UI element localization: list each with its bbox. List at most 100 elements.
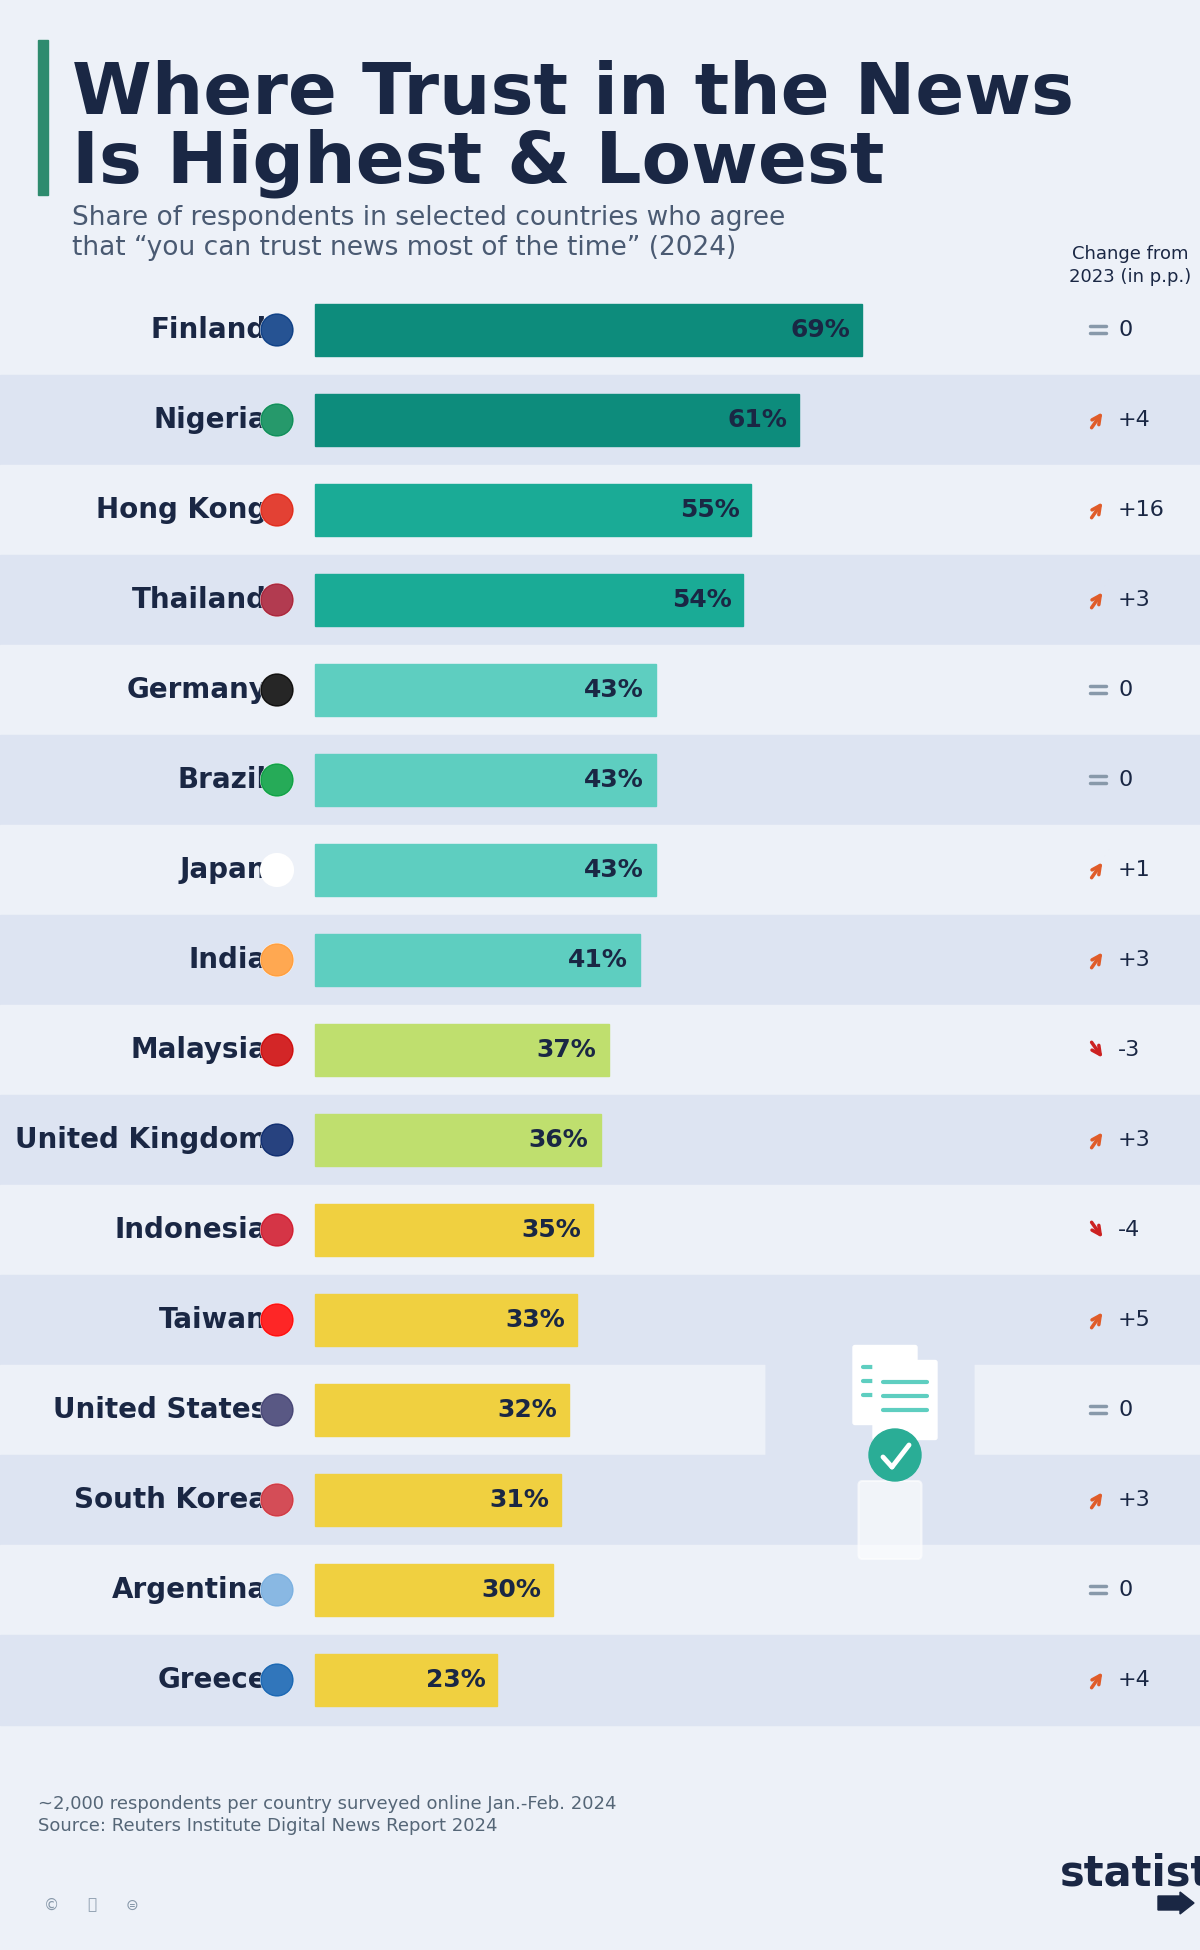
Text: Indonesia: Indonesia	[114, 1217, 266, 1244]
Bar	[314, 304, 863, 357]
Circle shape	[262, 1215, 293, 1246]
Circle shape	[262, 1484, 293, 1515]
Text: Germany: Germany	[126, 677, 266, 704]
Text: 43%: 43%	[584, 768, 644, 792]
Bar	[314, 394, 799, 447]
Text: +3: +3	[1118, 1129, 1151, 1150]
Text: 23%: 23%	[426, 1667, 486, 1693]
Text: Taiwan: Taiwan	[160, 1306, 266, 1334]
Text: +1: +1	[1118, 860, 1151, 879]
Text: 54%: 54%	[672, 589, 732, 612]
Text: ⊜: ⊜	[126, 1897, 138, 1913]
Text: +3: +3	[1118, 1490, 1151, 1509]
Text: ©: ©	[44, 1897, 60, 1913]
Bar	[38, 41, 48, 195]
Text: 36%: 36%	[529, 1127, 588, 1152]
Circle shape	[262, 404, 293, 437]
Bar	[0, 825, 1200, 915]
Bar	[314, 1474, 560, 1527]
Text: Argentina: Argentina	[112, 1576, 266, 1605]
Circle shape	[262, 1484, 293, 1515]
Text: 0: 0	[1118, 1580, 1133, 1601]
Text: 33%: 33%	[505, 1308, 565, 1332]
Circle shape	[262, 583, 293, 616]
Bar	[314, 1113, 600, 1166]
Text: Malaysia: Malaysia	[130, 1035, 266, 1065]
Bar	[0, 1186, 1200, 1275]
Circle shape	[262, 1574, 293, 1607]
Text: -4: -4	[1118, 1221, 1140, 1240]
Text: 32%: 32%	[497, 1398, 557, 1422]
Text: Thailand: Thailand	[132, 587, 266, 614]
Bar	[314, 1024, 608, 1076]
Text: Change from
2023 (in p.p.): Change from 2023 (in p.p.)	[1069, 246, 1192, 287]
Text: 0: 0	[1118, 1400, 1133, 1420]
Circle shape	[262, 854, 293, 885]
FancyBboxPatch shape	[858, 1480, 922, 1558]
Circle shape	[262, 1215, 293, 1246]
Bar	[314, 1384, 569, 1435]
Text: United States: United States	[53, 1396, 266, 1424]
Bar	[314, 573, 744, 626]
Text: -3: -3	[1118, 1039, 1140, 1061]
Bar	[0, 1634, 1200, 1726]
Text: Is Highest & Lowest: Is Highest & Lowest	[72, 129, 884, 197]
Text: Nigeria: Nigeria	[154, 406, 266, 435]
Text: 30%: 30%	[481, 1578, 541, 1603]
Circle shape	[262, 1394, 293, 1425]
Text: that “you can trust news most of the time” (2024): that “you can trust news most of the tim…	[72, 236, 737, 261]
Text: +3: +3	[1118, 950, 1151, 969]
Circle shape	[262, 854, 293, 885]
Bar	[0, 915, 1200, 1004]
Circle shape	[262, 314, 293, 345]
Bar	[0, 645, 1200, 735]
Bar	[0, 285, 1200, 374]
Bar	[314, 755, 656, 805]
Bar	[314, 934, 641, 987]
Text: Japan: Japan	[180, 856, 266, 883]
Bar	[0, 735, 1200, 825]
Text: 55%: 55%	[679, 497, 739, 523]
Text: Hong Kong: Hong Kong	[96, 495, 266, 525]
Text: +4: +4	[1118, 410, 1151, 431]
Circle shape	[262, 675, 293, 706]
Circle shape	[262, 1305, 293, 1336]
Circle shape	[262, 764, 293, 796]
Bar	[0, 1365, 1200, 1455]
Circle shape	[262, 1034, 293, 1067]
Text: Brazil: Brazil	[178, 766, 266, 794]
Circle shape	[262, 1663, 293, 1696]
Bar	[314, 844, 656, 897]
Circle shape	[262, 944, 293, 977]
Text: statista: statista	[1060, 1852, 1200, 1895]
Circle shape	[262, 493, 293, 526]
Text: +5: +5	[1118, 1310, 1151, 1330]
Bar	[314, 663, 656, 716]
Text: 35%: 35%	[521, 1219, 581, 1242]
Bar	[0, 1455, 1200, 1544]
Circle shape	[262, 404, 293, 437]
Text: United Kingdom: United Kingdom	[14, 1125, 266, 1154]
Bar	[314, 1203, 593, 1256]
Text: ⓘ: ⓘ	[88, 1897, 96, 1913]
Text: 69%: 69%	[791, 318, 851, 341]
Text: 0: 0	[1118, 320, 1133, 339]
Circle shape	[262, 493, 293, 526]
Text: +4: +4	[1118, 1669, 1151, 1691]
Text: Share of respondents in selected countries who agree: Share of respondents in selected countri…	[72, 205, 785, 230]
Polygon shape	[766, 1291, 974, 1531]
Text: Where Trust in the News: Where Trust in the News	[72, 60, 1074, 129]
Text: 41%: 41%	[569, 948, 629, 971]
Text: Greece: Greece	[157, 1665, 266, 1695]
Text: +3: +3	[1118, 591, 1151, 610]
Text: Source: Reuters Institute Digital News Report 2024: Source: Reuters Institute Digital News R…	[38, 1817, 498, 1835]
Circle shape	[262, 583, 293, 616]
Bar	[0, 556, 1200, 645]
Text: +16: +16	[1118, 499, 1165, 521]
Text: 31%: 31%	[490, 1488, 548, 1511]
Circle shape	[262, 1394, 293, 1425]
Circle shape	[262, 1034, 293, 1067]
Text: South Korea: South Korea	[74, 1486, 266, 1513]
Bar	[0, 464, 1200, 556]
Bar	[0, 1275, 1200, 1365]
